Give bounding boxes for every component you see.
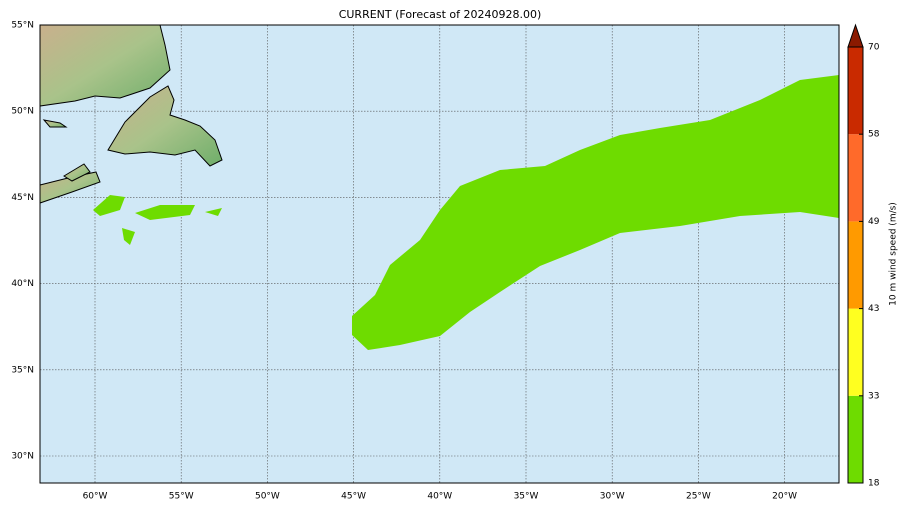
labrador: [39, 24, 171, 107]
wind-patch: [135, 205, 195, 220]
wind-patch: [93, 195, 125, 216]
lon-label: 25°W: [686, 492, 711, 502]
lat-label: 30°N: [11, 452, 34, 462]
colorbar-segment: [848, 134, 863, 222]
anticosti: [42, 119, 68, 128]
colorbar-tick-label: 58: [868, 130, 880, 140]
colorbar-tick-label: 33: [868, 391, 879, 401]
lat-label: 35°N: [11, 365, 34, 375]
colorbar-frame: [847, 46, 864, 484]
map-title: CURRENT (Forecast of 20240928.00): [339, 8, 542, 21]
colorbar-tick-label: 18: [868, 479, 880, 489]
colorbar-segment: [848, 47, 863, 135]
colorbar-segment: [848, 395, 863, 483]
lat-label: 40°N: [11, 279, 34, 289]
wind-field: [93, 75, 839, 350]
lat-label: 50°N: [11, 107, 34, 117]
colorbar-extend: [847, 23, 864, 48]
land: [39, 24, 223, 204]
cape-breton: [63, 163, 91, 182]
colorbar: 18 33 43 49 58 70: [847, 23, 880, 489]
wind-patch: [122, 228, 135, 245]
lon-label: 45°W: [341, 492, 366, 502]
colorbar-tick-label: 70: [868, 43, 880, 53]
lon-label: 60°W: [83, 492, 108, 502]
lat-label: 55°N: [11, 21, 34, 31]
colorbar-segment: [848, 221, 863, 309]
lon-label: 40°W: [427, 492, 452, 502]
lat-label: 45°N: [11, 193, 34, 203]
colorbar-label: 10 m wind speed (m/s): [889, 202, 899, 306]
lon-label: 20°W: [772, 492, 797, 502]
lon-label: 30°W: [600, 492, 625, 502]
lon-label: 50°W: [255, 492, 280, 502]
colorbar-segment: [848, 308, 863, 396]
lon-label: 55°W: [169, 492, 194, 502]
lon-label: 35°W: [514, 492, 539, 502]
map-frame: [39, 24, 840, 484]
wind-region: [352, 75, 839, 350]
colorbar-tick-label: 49: [868, 217, 880, 227]
newfoundland: [107, 85, 223, 167]
wind-patch: [205, 208, 222, 216]
colorbar-tick-label: 43: [868, 304, 879, 314]
